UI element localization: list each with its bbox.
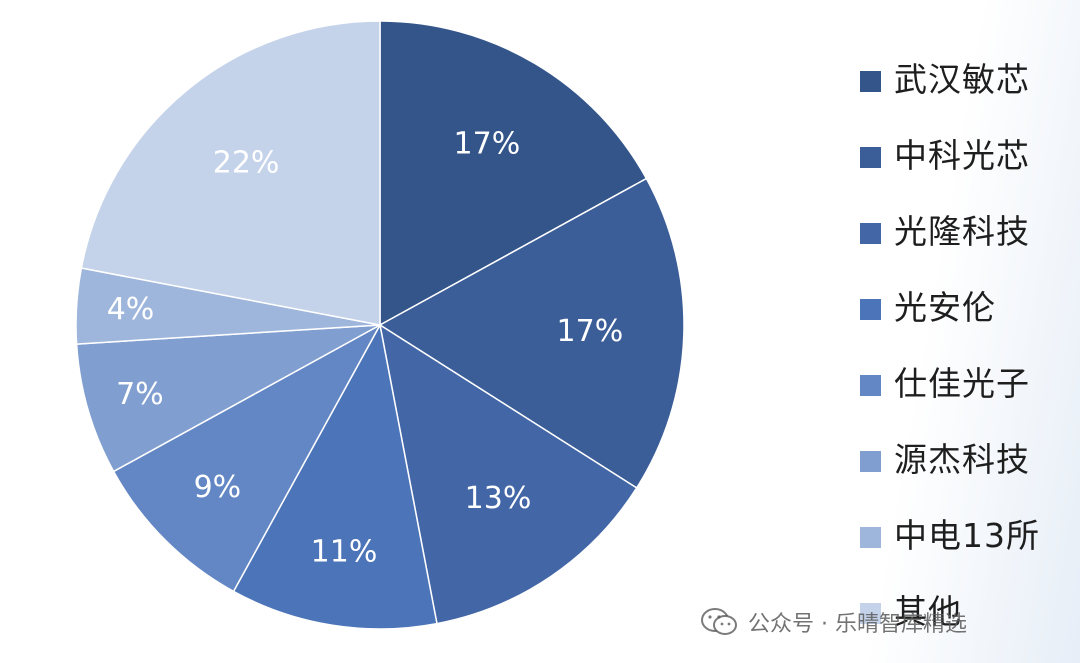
wechat-icon [701, 608, 737, 635]
pie-slice-2 [378, 177, 685, 489]
pie-data-label-5: 9% [194, 470, 242, 505]
pie-data-label-2: 17% [557, 314, 624, 349]
pie-slice-3 [378, 323, 638, 625]
legend-swatch [860, 527, 881, 548]
legend-label: 光隆科技 [894, 212, 1030, 251]
watermark: 公众号 · 乐晴智库精选 [700, 604, 967, 640]
legend-label: 光安伦 [894, 288, 996, 327]
watermark-text: 公众号 · 乐晴智库精选 [748, 612, 967, 637]
pie-slice-4 [232, 322, 438, 630]
pie-data-label-8: 22% [213, 146, 280, 181]
legend-swatch [860, 147, 881, 168]
legend-label: 源杰科技 [894, 440, 1030, 479]
pie-slice-6 [75, 324, 381, 473]
pie-data-label-4: 11% [311, 535, 378, 570]
legend-swatch [860, 375, 881, 396]
pie-data-label-7: 4% [107, 292, 155, 327]
pie-data-labels: 17% 17% 13% 11% 9% 7% 4% 22% [107, 127, 624, 570]
pie-data-label-3: 13% [465, 481, 532, 516]
legend-swatch [860, 603, 881, 624]
pie-slice-1 [379, 20, 648, 327]
legend-label: 武汉敏芯 [894, 60, 1030, 99]
pie-slices [75, 20, 685, 630]
background-shade [720, 0, 1080, 663]
legend-label: 仕佳光子 [894, 364, 1030, 403]
pie-data-label-1: 17% [454, 127, 521, 162]
legend-swatch [860, 451, 881, 472]
legend-label: 其他 [894, 592, 962, 631]
pie-data-label-6: 7% [116, 377, 164, 412]
legend-swatch [860, 223, 881, 244]
legend-label: 中科光芯 [894, 136, 1030, 175]
legend-swatch [860, 299, 881, 320]
pie-slice-5 [112, 323, 382, 593]
legend-label: 中电13所 [894, 516, 1040, 555]
pie-slice-8 [80, 20, 381, 326]
legend-swatch [860, 71, 881, 92]
